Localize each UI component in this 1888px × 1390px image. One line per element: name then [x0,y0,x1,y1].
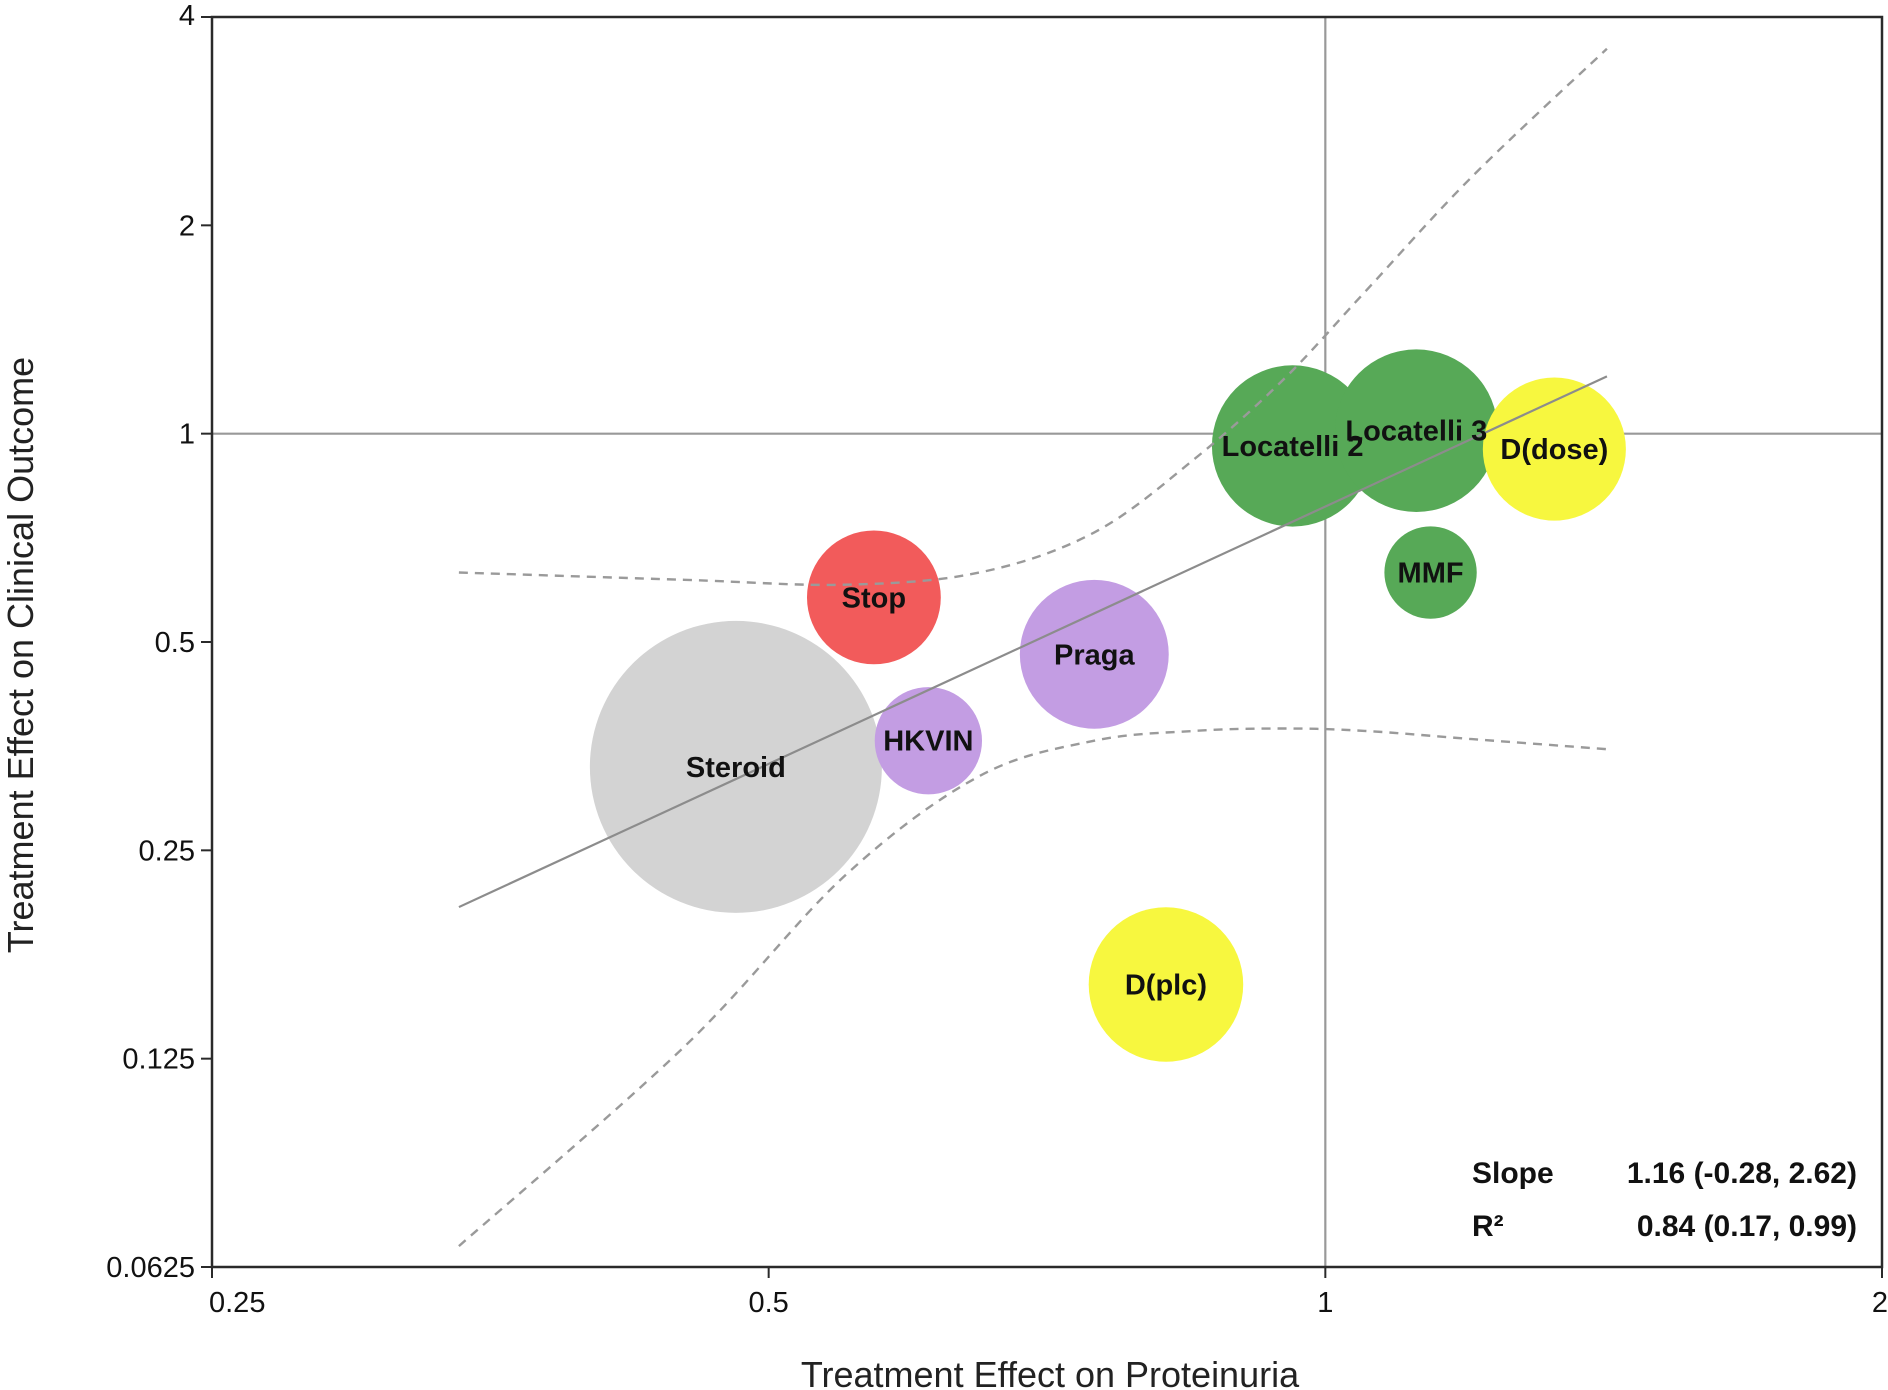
bubble-label-d-plc: D(plc) [1125,969,1207,1001]
bubble-d-plc [1088,907,1244,1062]
bubble-d-dose [1482,377,1626,521]
bubble-label-praga: Praga [1054,639,1135,671]
y-tick-label: 0.125 [122,1044,195,1076]
bubble-mmf [1384,526,1477,619]
y-tick-label: 2 [179,210,195,242]
bubbles [589,349,1626,1062]
x-tick-label: 0.25 [209,1287,265,1319]
bubble-label-locatelli-3: Locatelli 3 [1345,416,1487,448]
y-tick-label: 0.0625 [106,1252,195,1284]
x-tick-label: 0.5 [749,1287,789,1319]
y-tick-label: 0.5 [155,627,195,659]
regression-line [458,375,1608,909]
r2-value: 0.84 (0.17, 0.99) [1637,1210,1857,1243]
y-tick-label: 1 [179,419,195,451]
stats-box: Slope 1.16 (-0.28, 2.62) R² 0.84 (0.17, … [1472,1157,1857,1243]
x-axis-title: Treatment Effect on Proteinuria [801,1354,1300,1390]
x-tick-label: 2 [1872,1287,1888,1319]
bubble-label-stop: Stop [842,582,906,614]
r2-label: R² [1472,1210,1504,1243]
axes: 0.25 0.5 1 2 0.0625 0.125 0.25 0.5 1 2 4 [106,0,1888,1319]
bubble-steroid [589,620,882,913]
x-tick-label: 1 [1317,1287,1333,1319]
slope-label: Slope [1472,1157,1554,1190]
y-tick-label: 4 [179,0,195,32]
bubble-labels: Steroid Stop Praga HKVIN D(plc) Locatelli 2Lo… [686,416,1608,1002]
bubble-label-locatelli-2: Locatelli 2 [1222,431,1364,463]
slope-value: 1.16 (-0.28, 2.62) [1627,1157,1857,1190]
bubble-label-hkvin: HKVIN [883,726,973,758]
ci-lower-band [458,727,1607,1247]
bubble-hkvin [874,687,983,795]
bubble-stop [806,530,941,665]
regression-fit [458,47,1608,1247]
bubble-locatelli-3 [1335,349,1498,512]
y-tick-label: 0.25 [139,835,195,867]
bubble-locatelli-2 [1211,365,1374,527]
bubble-praga [1019,579,1169,729]
bubble-label-d-dose: D(dose) [1500,434,1608,466]
bubble-label-mmf: MMF [1398,558,1464,590]
bubble-label-steroid: Steroid [686,752,786,784]
y-axis-title: Treatment Effect on Clinical Outcome [0,357,41,953]
